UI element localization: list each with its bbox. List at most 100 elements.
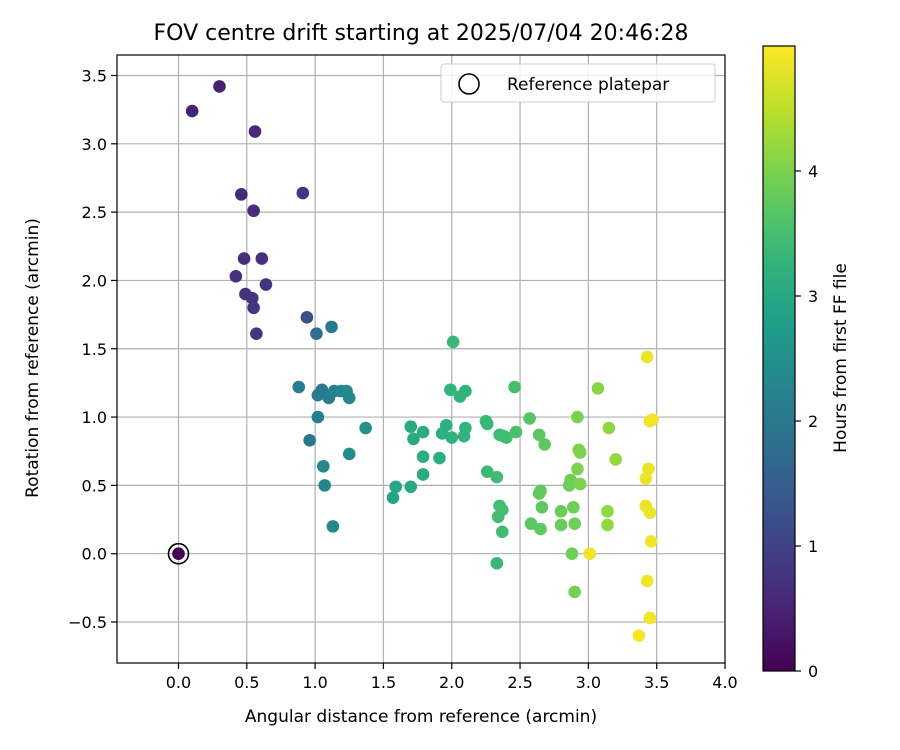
scatter-point: [568, 585, 582, 599]
scatter-point: [303, 433, 316, 447]
scatter-point: [235, 188, 248, 201]
colorbar-tick-label: 3: [808, 287, 818, 306]
scatter-point: [300, 311, 314, 324]
scatter-point: [480, 417, 494, 431]
scatter-point: [639, 472, 653, 485]
scatter-point: [534, 522, 547, 536]
y-tick-label: 0.0: [82, 545, 107, 564]
scatter-point: [643, 611, 657, 625]
scatter-point: [326, 520, 340, 533]
x-axis-label: Angular distance from reference (arcmin): [245, 707, 597, 727]
plot-frame: [116, 54, 726, 664]
scatter-point: [490, 556, 504, 570]
scatter-point: [247, 204, 260, 218]
scatter-point: [524, 517, 538, 530]
scatter-point: [259, 278, 273, 291]
scatter-point: [247, 301, 260, 315]
scatter-point: [416, 468, 430, 481]
scatter-point: [480, 465, 494, 479]
scatter-point: [508, 380, 521, 394]
scatter-point: [554, 505, 568, 518]
reference-platepar-marker: [167, 542, 190, 565]
scatter-point: [632, 629, 646, 642]
scatter-point: [532, 487, 546, 500]
colorbar-tick-label: 4: [808, 162, 818, 181]
x-tick-label: 2.0: [439, 673, 464, 692]
scatter-points: [167, 80, 659, 642]
scatter-point: [213, 80, 226, 93]
scatter-point: [325, 320, 338, 334]
scatter-point: [643, 506, 657, 520]
scatter-point: [609, 453, 622, 466]
scatter-point: [644, 535, 658, 548]
scatter-point: [445, 431, 459, 444]
scatter-point: [565, 547, 579, 560]
scatter-point: [497, 429, 510, 443]
scatter-point: [601, 505, 614, 518]
y-tick-label: −0.5: [68, 613, 107, 632]
colorbar-label: Hours from first FF file: [831, 263, 851, 453]
scatter-point: [567, 500, 580, 514]
scatter-point: [640, 574, 654, 588]
grid-lines: [117, 55, 725, 663]
x-tick-label: 1.5: [371, 673, 396, 692]
scatter-point: [646, 413, 659, 427]
scatter-point: [490, 470, 504, 484]
scatter-point: [433, 451, 446, 465]
legend-box: [440, 63, 716, 103]
scatter-point: [404, 480, 418, 494]
scatter-point: [538, 438, 551, 451]
scatter-point: [317, 459, 330, 473]
colorbar-tick-label: 0: [808, 662, 818, 681]
scatter-point: [386, 491, 400, 504]
scatter-point: [571, 462, 584, 476]
chart-title: FOV centre drift starting at 2025/07/04 …: [154, 21, 689, 46]
scatter-point: [255, 252, 269, 265]
x-tick-label: 3.0: [576, 673, 601, 692]
scatter-point: [439, 418, 453, 432]
scatter-point: [172, 547, 185, 560]
scatter-point: [248, 125, 262, 138]
axes: 0.0 0.5 1.0 1.5 2.0 2.5 3.0 3.5 4.0 −0.5 0.0 0.5 1.0…: [68, 54, 738, 692]
scatter-point: [446, 335, 460, 349]
scatter-point: [185, 104, 199, 118]
scatter-point: [318, 479, 331, 492]
scatter-point: [640, 350, 654, 364]
scatter-point: [229, 270, 243, 283]
scatter-point: [571, 410, 584, 424]
scatter-point: [389, 480, 403, 494]
scatter-point: [416, 450, 430, 463]
scatter-point: [310, 327, 323, 341]
y-tick-label: 2.0: [82, 271, 107, 290]
scatter-point: [359, 421, 372, 435]
y-tick-label: 0.5: [82, 476, 107, 495]
colorbar-tick-label: 1: [808, 537, 818, 556]
legend-marker-open-circle: [458, 73, 480, 95]
scatter-point: [642, 462, 655, 476]
colorbar-tick-label: 2: [808, 412, 818, 431]
scatter-point: [535, 500, 549, 514]
x-tick-label: 0.0: [166, 673, 191, 692]
scatter-point: [342, 391, 356, 405]
scatter-point: [237, 252, 251, 265]
colorbar: 0 1 2 3 4: [762, 45, 818, 681]
y-tick-label: 1.0: [82, 408, 107, 427]
scatter-point: [591, 382, 605, 395]
scatter-point: [311, 410, 325, 424]
scatter-point: [509, 425, 523, 439]
colorbar-gradient: [762, 45, 796, 672]
scatter-point: [564, 473, 577, 487]
scatter-point: [523, 412, 536, 425]
x-tick-label: 2.5: [507, 673, 532, 692]
y-tick-label: 3.0: [82, 135, 107, 154]
scatter-point: [245, 291, 259, 305]
y-tick-label: 2.5: [82, 203, 107, 222]
scatter-point: [292, 380, 306, 394]
scatter-point: [573, 477, 587, 491]
scatter-point: [416, 425, 430, 439]
scatter-point: [554, 518, 568, 532]
scatter-point: [568, 517, 582, 530]
scatter-point: [495, 525, 509, 539]
scatter-point: [311, 388, 325, 402]
